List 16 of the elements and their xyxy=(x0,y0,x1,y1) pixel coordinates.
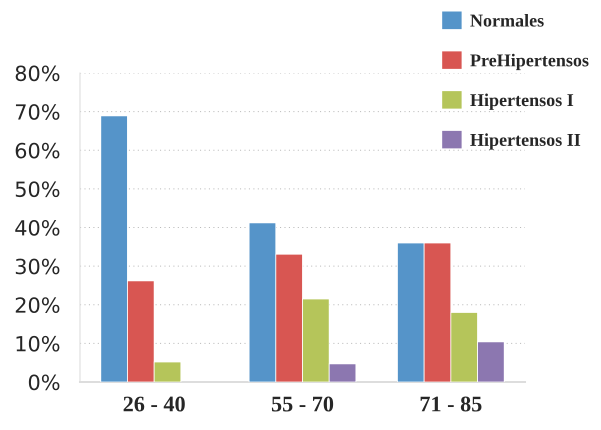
y-tick-label: 80% xyxy=(16,65,60,82)
legend-label: PreHipertensos xyxy=(470,54,589,70)
y-tick-label: 20% xyxy=(16,297,60,313)
y-tick-label: 60% xyxy=(16,142,60,158)
legend-label: Hipertensos I xyxy=(470,94,574,110)
y-tick-label: 10% xyxy=(16,336,60,352)
y-tick-label: 50% xyxy=(16,181,60,198)
y-tick-label: 30% xyxy=(16,258,60,274)
legend-label: Normales xyxy=(470,14,544,27)
legend-label: Hipertensos II xyxy=(470,133,580,150)
x-tick-label: 71 - 85 xyxy=(420,396,482,412)
y-tick-label: 40% xyxy=(15,220,60,236)
y-tick-label: 0% xyxy=(28,374,60,390)
y-tick-label: 70% xyxy=(16,104,60,120)
x-tick-label: 55 - 70 xyxy=(272,396,334,412)
x-tick-label: 26 - 40 xyxy=(124,396,185,412)
